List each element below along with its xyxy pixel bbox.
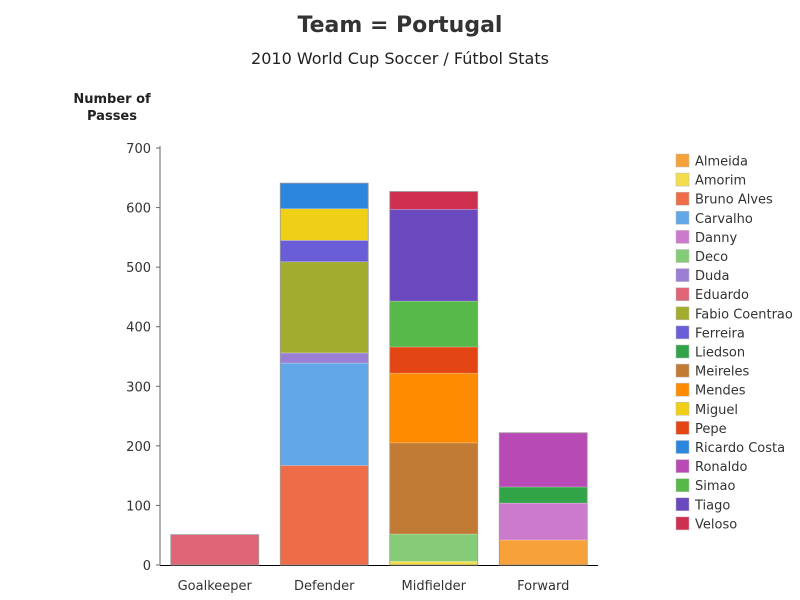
bar-segment-fabio-coentrao-defender: [279, 261, 369, 354]
bar-segment-eduardo-goalkeeper: [170, 534, 260, 566]
bar-segment-tiago-midfielder: [389, 209, 479, 302]
legend-swatch-simao: [675, 478, 690, 492]
legend-label-liedson: Liedson: [695, 346, 745, 361]
bar-segment-bruno-alves-defender: [279, 465, 369, 566]
legend-swatch-miguel: [675, 402, 690, 416]
bar-segment-danny-forward: [498, 502, 588, 541]
legend-swatch-danny: [675, 230, 690, 244]
bar-segment-mendes-midfielder: [389, 372, 479, 444]
legend-label-fabio-coentrao: Fabio Coentrao: [695, 307, 793, 322]
legend-label-amorim: Amorim: [695, 174, 746, 189]
x-tick-label-defender: Defender: [294, 579, 355, 594]
bar-segment-duda-defender: [279, 352, 369, 364]
bar-segment-meireles-midfielder: [389, 442, 479, 535]
legend-label-mendes: Mendes: [695, 384, 746, 399]
bars: Goalkeeper Defender Midfielder Forward: [170, 182, 588, 594]
bar-outline-defender: [279, 182, 369, 566]
y-tick-label: 0: [143, 559, 151, 574]
bar-segment-almeida-forward: [498, 539, 588, 566]
y-tick-label: 200: [126, 440, 151, 455]
bar-outline-forward: [498, 432, 588, 566]
bar-segment-liedson-forward: [498, 486, 588, 504]
legend-swatch-veloso: [675, 516, 690, 531]
legend-swatch-tiago: [675, 497, 690, 512]
legend-label-carvalho: Carvalho: [695, 212, 753, 227]
legend-label-tiago: Tiago: [694, 498, 730, 513]
legend-label-eduardo: Eduardo: [695, 288, 749, 303]
y-tick-label: 100: [126, 499, 151, 514]
x-tick-label-goalkeeper: Goalkeeper: [178, 579, 253, 594]
bar-segment-ricardo-costa-defender: [279, 182, 369, 210]
x-tick-label-midfielder: Midfielder: [402, 579, 467, 594]
axes: 0 100 200 300 400 500 600 700: [126, 142, 598, 574]
bar-outline-midfielder: [389, 191, 479, 566]
legend: Almeida Amorim Bruno Alves Carvalho Danny Dec…: [675, 153, 793, 532]
legend-swatch-amorim: [675, 172, 690, 187]
legend-label-danny: Danny: [695, 231, 737, 246]
y-tick-label: 600: [126, 202, 151, 217]
legend-swatch-deco: [675, 249, 690, 263]
legend-swatch-pepe: [675, 421, 690, 435]
legend-label-duda: Duda: [695, 269, 729, 284]
legend-label-ricardo-costa: Ricardo Costa: [695, 441, 785, 456]
bar-segment-ferreira-defender: [279, 240, 369, 263]
y-axis-label-line-1: Number of: [73, 92, 151, 107]
legend-label-pepe: Pepe: [695, 422, 727, 437]
y-tick-label: 300: [126, 380, 151, 395]
legend-swatch-eduardo: [675, 287, 690, 301]
legend-swatch-ferreira: [675, 325, 690, 340]
bar-segment-carvalho-defender: [279, 362, 369, 466]
chart-subtitle: 2010 World Cup Soccer / Fútbol Stats: [251, 49, 549, 68]
legend-label-deco: Deco: [695, 250, 728, 265]
legend-swatch-almeida: [675, 153, 690, 168]
bar-segment-deco-midfielder: [389, 533, 479, 562]
legend-label-almeida: Almeida: [695, 155, 748, 170]
y-tick-label: 700: [126, 142, 151, 157]
legend-swatch-bruno-alves: [675, 191, 690, 206]
bar-segment-amorim-midfielder: [389, 561, 479, 566]
legend-swatch-mendes: [675, 382, 690, 397]
y-tick-label: 400: [126, 321, 151, 336]
bar-segment-miguel-defender: [279, 208, 369, 241]
legend-label-miguel: Miguel: [695, 403, 738, 418]
bar-segment-ronaldo-forward: [498, 432, 588, 488]
legend-label-veloso: Veloso: [695, 517, 737, 532]
legend-label-meireles: Meireles: [695, 365, 749, 380]
bar-segment-veloso-midfielder: [389, 191, 479, 210]
legend-swatch-ronaldo: [675, 459, 690, 473]
legend-swatch-fabio-coentrao: [675, 306, 690, 321]
bar-outline-goalkeeper: [170, 534, 260, 566]
legend-label-ronaldo: Ronaldo: [695, 460, 747, 475]
y-tick-label: 500: [126, 261, 151, 276]
legend-swatch-liedson: [675, 344, 690, 359]
bar-segment-simao-midfielder: [389, 300, 479, 348]
legend-label-bruno-alves: Bruno Alves: [695, 193, 773, 208]
x-tick-label-forward: Forward: [517, 579, 569, 594]
chart-title: Team = Portugal: [298, 13, 503, 38]
legend-swatch-duda: [675, 268, 690, 282]
legend-swatch-meireles: [675, 363, 690, 378]
bar-segment-pepe-midfielder: [389, 346, 479, 374]
legend-swatch-ricardo-costa: [675, 440, 690, 454]
y-axis-label-line-2: Passes: [87, 109, 137, 124]
legend-label-simao: Simao: [695, 479, 735, 494]
legend-swatch-carvalho: [675, 211, 690, 225]
legend-label-ferreira: Ferreira: [695, 326, 745, 341]
